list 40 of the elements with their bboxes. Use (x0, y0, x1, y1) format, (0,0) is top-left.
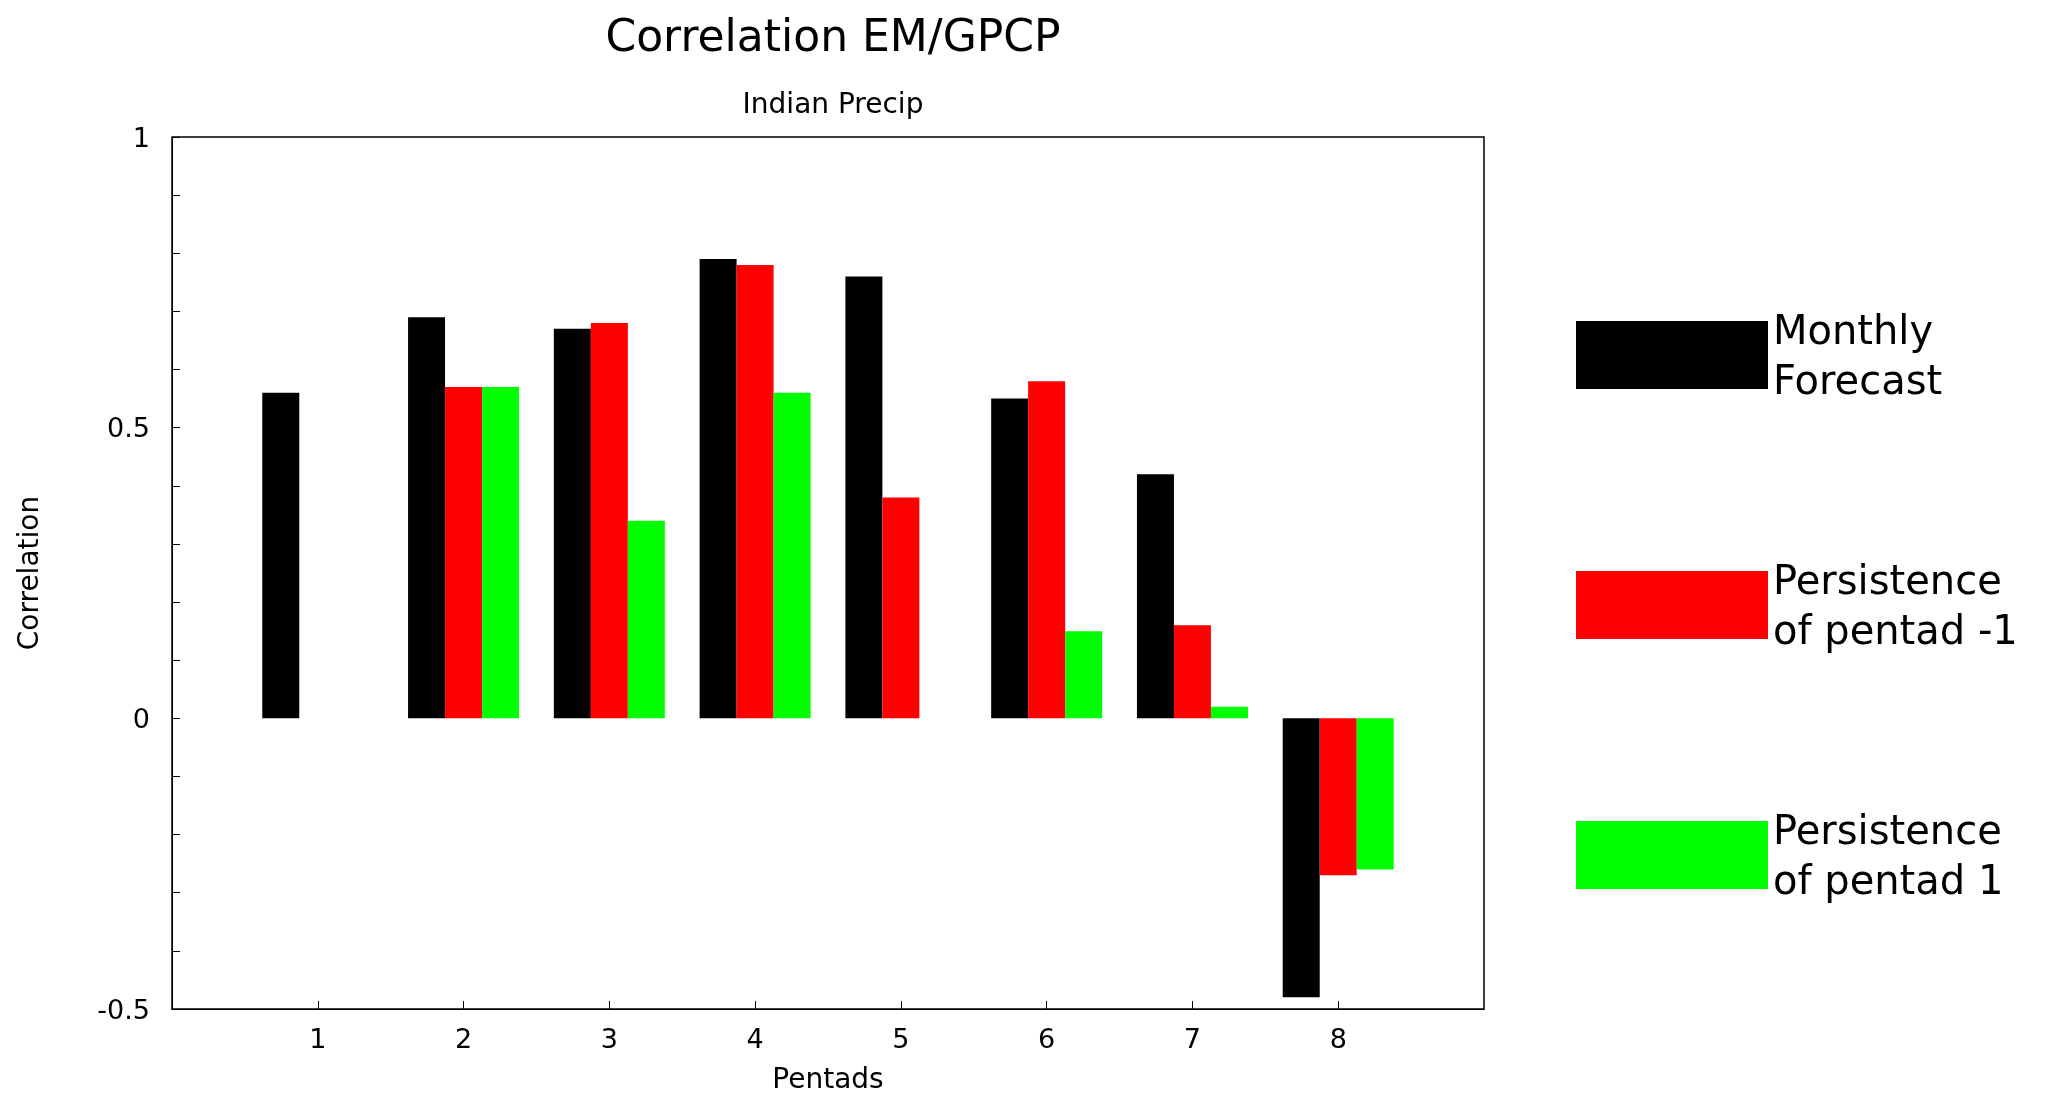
bar (1028, 381, 1066, 719)
bar (1210, 706, 1248, 719)
x-tick-label: 8 (1329, 1023, 1347, 1054)
x-tick-label: 3 (600, 1023, 618, 1054)
bar (773, 392, 811, 719)
bar (736, 264, 774, 719)
bar (1356, 718, 1394, 870)
bar (1282, 718, 1320, 998)
bar (627, 520, 665, 719)
bar (590, 323, 628, 719)
y-axis-title: Correlation (11, 495, 45, 651)
y-tick-label: 0 (132, 702, 150, 734)
bar (991, 398, 1029, 719)
y-tick-label: -0.5 (97, 993, 150, 1025)
x-tick-label: 7 (1183, 1023, 1202, 1054)
bar (1173, 625, 1211, 719)
bar (408, 317, 446, 719)
chart-subtitle: Indian Precip (742, 86, 924, 120)
legend-label: Persistence of pentad -1 (1773, 557, 2018, 653)
x-tick-label: 5 (892, 1023, 910, 1054)
x-tick-label: 1 (309, 1023, 327, 1054)
bar (482, 386, 520, 719)
x-tick-label: 6 (1038, 1023, 1056, 1054)
bar (845, 276, 883, 719)
x-tick-label: 4 (746, 1023, 764, 1054)
legend-label: Persistence of pentad 1 (1773, 807, 2015, 903)
x-axis-title: Pentads (772, 1061, 884, 1095)
bar (553, 328, 591, 719)
bar (1065, 631, 1103, 719)
bar (445, 386, 483, 719)
bar (262, 392, 300, 719)
bar (1319, 718, 1357, 876)
chart-title: Correlation EM/GPCP (605, 9, 1061, 61)
y-tick-label: 0.5 (107, 412, 150, 444)
bar (1136, 474, 1174, 719)
y-tick-label: 1 (132, 121, 150, 153)
x-tick-label: 2 (454, 1023, 473, 1054)
bar (882, 497, 920, 719)
bar (699, 259, 737, 719)
legend-label: Monthly Forecast (1773, 307, 1946, 403)
